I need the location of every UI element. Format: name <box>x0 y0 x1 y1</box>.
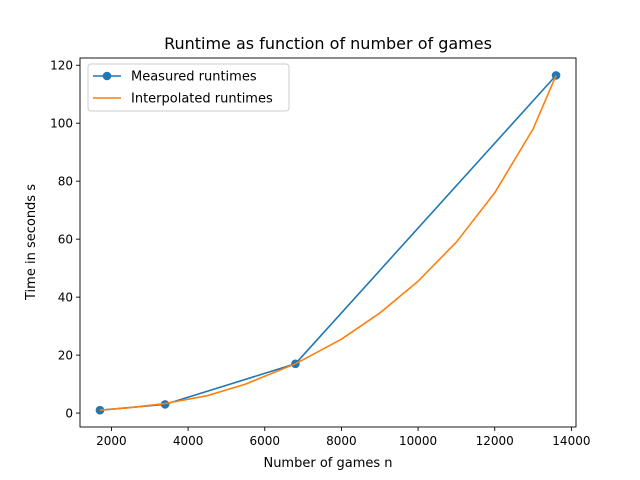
chart-title: Runtime as function of number of games <box>164 34 492 53</box>
plot-area: 2000 4000 6000 8000 10000 12000 14000 0 20 40 60 80… <box>50 57 590 448</box>
x-tick-label: 10000 <box>399 434 437 448</box>
x-tick-label: 8000 <box>326 434 357 448</box>
x-axis-label: Number of games n <box>263 456 392 471</box>
y-tick-label: 80 <box>58 175 73 189</box>
data-point <box>160 400 170 409</box>
x-tick-label: 6000 <box>249 434 280 448</box>
x-tick-label: 14000 <box>552 434 590 448</box>
series-line-1 <box>99 74 557 411</box>
x-tick-label: 12000 <box>476 434 514 448</box>
y-tick-label: 120 <box>50 59 73 73</box>
x-tick-label: 4000 <box>173 434 204 448</box>
y-tick-label: 0 <box>65 407 73 421</box>
y-tick-label: 40 <box>58 291 73 305</box>
y-tick-label: 60 <box>58 233 73 247</box>
legend-marker <box>102 71 112 81</box>
y-tick-label: 20 <box>58 349 73 363</box>
legend: Measured runtimes Interpolated runtimes <box>87 63 290 112</box>
plot-frame <box>79 57 577 428</box>
series-line-2 <box>99 75 557 411</box>
legend-box <box>87 63 290 112</box>
legend-label-1: Measured runtimes <box>131 70 257 85</box>
legend-label-2: Interpolated runtimes <box>131 92 273 107</box>
y-axis-label: Time in seconds s <box>24 184 39 301</box>
x-tick-label: 2000 <box>96 434 127 448</box>
y-tick-label: 100 <box>50 117 73 131</box>
